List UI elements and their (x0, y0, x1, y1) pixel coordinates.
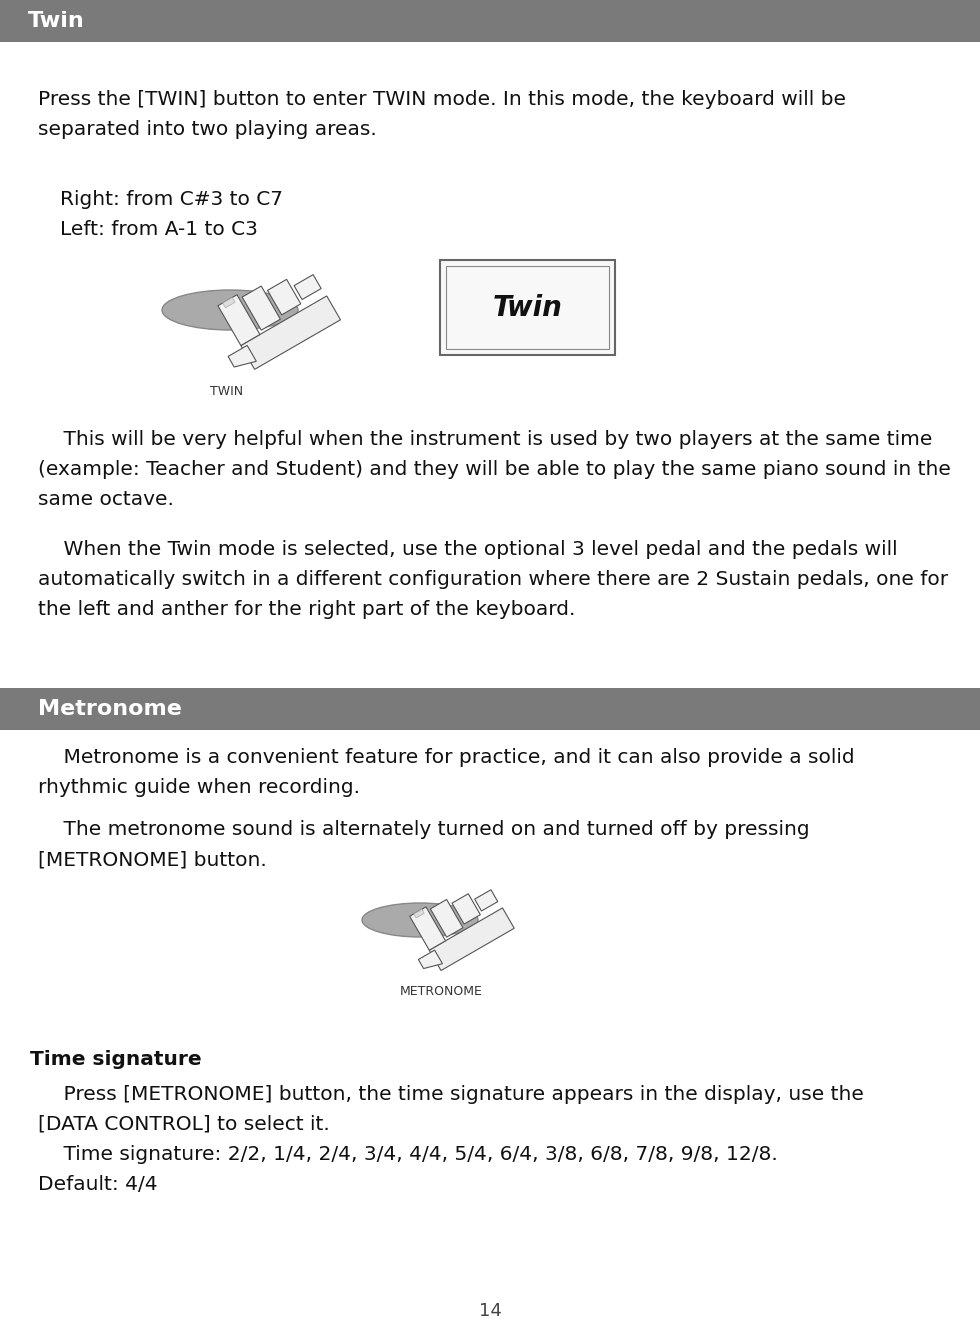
Text: METRONOME: METRONOME (400, 984, 483, 998)
Polygon shape (294, 274, 321, 300)
Text: The metronome sound is alternately turned on and turned off by pressing: The metronome sound is alternately turne… (38, 821, 809, 839)
Polygon shape (242, 286, 280, 330)
Polygon shape (418, 950, 442, 968)
Ellipse shape (162, 290, 298, 330)
Polygon shape (429, 908, 514, 971)
Bar (0, 689, 980, 730)
Polygon shape (452, 894, 480, 924)
Text: Twin: Twin (493, 293, 563, 321)
Ellipse shape (362, 903, 478, 936)
Text: automatically switch in a different configuration where there are 2 Sustain peda: automatically switch in a different conf… (38, 570, 948, 589)
Text: 14: 14 (478, 1301, 502, 1320)
Text: Metronome is a convenient feature for practice, and it can also provide a solid: Metronome is a convenient feature for pr… (38, 749, 855, 767)
Text: [DATA CONTROL] to select it.: [DATA CONTROL] to select it. (38, 1115, 329, 1134)
Bar (440, 260, 615, 356)
Text: same octave.: same octave. (38, 490, 173, 509)
Bar (0, 0, 980, 43)
Text: Press [METRONOME] button, the time signature appears in the display, use the: Press [METRONOME] button, the time signa… (38, 1086, 864, 1104)
Text: Press the [TWIN] button to enter TWIN mode. In this mode, the keyboard will be: Press the [TWIN] button to enter TWIN mo… (38, 91, 846, 109)
Text: Default: 4/4: Default: 4/4 (38, 1175, 158, 1193)
Polygon shape (268, 280, 301, 314)
Polygon shape (228, 345, 257, 368)
Text: When the Twin mode is selected, use the optional 3 level pedal and the pedals wi: When the Twin mode is selected, use the … (38, 539, 898, 559)
Text: Time signature: Time signature (30, 1050, 202, 1070)
Bar (446, 266, 609, 349)
Text: Twin: Twin (28, 11, 84, 31)
Polygon shape (414, 910, 424, 918)
Text: Right: from C#3 to C7: Right: from C#3 to C7 (60, 190, 283, 209)
Text: (example: Teacher and Student) and they will be able to play the same piano soun: (example: Teacher and Student) and they … (38, 460, 951, 480)
Text: Left: from A-1 to C3: Left: from A-1 to C3 (60, 220, 258, 238)
Polygon shape (410, 907, 446, 950)
Polygon shape (474, 890, 498, 911)
Text: TWIN: TWIN (210, 385, 243, 398)
Polygon shape (430, 899, 463, 938)
Text: separated into two playing areas.: separated into two playing areas. (38, 120, 376, 139)
Polygon shape (241, 296, 340, 369)
Polygon shape (222, 297, 235, 308)
Text: rhythmic guide when recording.: rhythmic guide when recording. (38, 778, 360, 797)
Text: This will be very helpful when the instrument is used by two players at the same: This will be very helpful when the instr… (38, 430, 932, 449)
Polygon shape (218, 294, 260, 345)
Text: [METRONOME] button.: [METRONOME] button. (38, 850, 267, 868)
Text: Metronome: Metronome (38, 699, 182, 719)
Text: the left and anther for the right part of the keyboard.: the left and anther for the right part o… (38, 599, 575, 619)
Text: Time signature: 2/2, 1/4, 2/4, 3/4, 4/4, 5/4, 6/4, 3/8, 6/8, 7/8, 9/8, 12/8.: Time signature: 2/2, 1/4, 2/4, 3/4, 4/4,… (38, 1146, 778, 1164)
